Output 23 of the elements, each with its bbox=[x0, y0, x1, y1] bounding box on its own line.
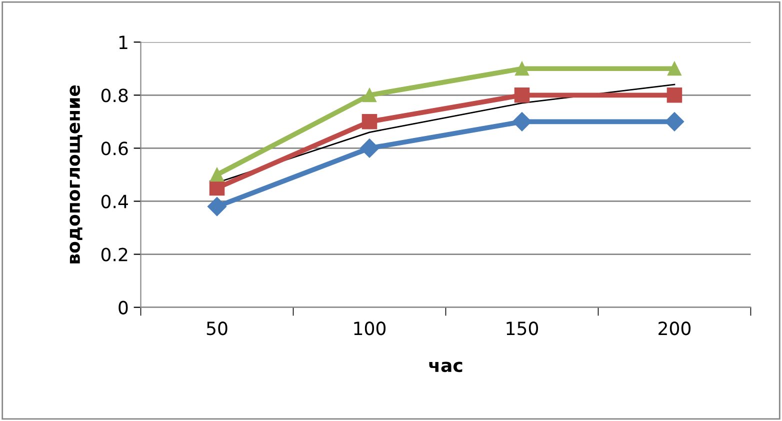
point bbox=[515, 62, 529, 76]
point bbox=[362, 88, 376, 102]
x-tick-label: 50 bbox=[206, 322, 228, 336]
x-tick-label: 200 bbox=[658, 322, 691, 336]
y-axis-title: водопоглощение bbox=[70, 85, 82, 264]
point bbox=[668, 62, 682, 76]
point bbox=[514, 88, 530, 103]
point bbox=[209, 180, 225, 196]
x-tick-label: 150 bbox=[506, 322, 538, 336]
x-axis-title: час bbox=[429, 362, 462, 372]
y-tick-label: 0.2 bbox=[101, 248, 128, 262]
y-tick-label: 1 bbox=[119, 36, 128, 49]
point bbox=[666, 88, 682, 103]
point bbox=[360, 138, 380, 158]
point bbox=[210, 168, 224, 182]
point bbox=[362, 114, 378, 130]
y-tick-label: 0.4 bbox=[101, 194, 128, 208]
point bbox=[664, 112, 684, 132]
y-tick-label: 0.6 bbox=[101, 142, 128, 156]
y-tick-label: 0.8 bbox=[101, 88, 128, 102]
y-tick-label: 0 bbox=[118, 300, 128, 314]
point bbox=[207, 197, 227, 216]
x-tick-label: 100 bbox=[354, 322, 386, 336]
